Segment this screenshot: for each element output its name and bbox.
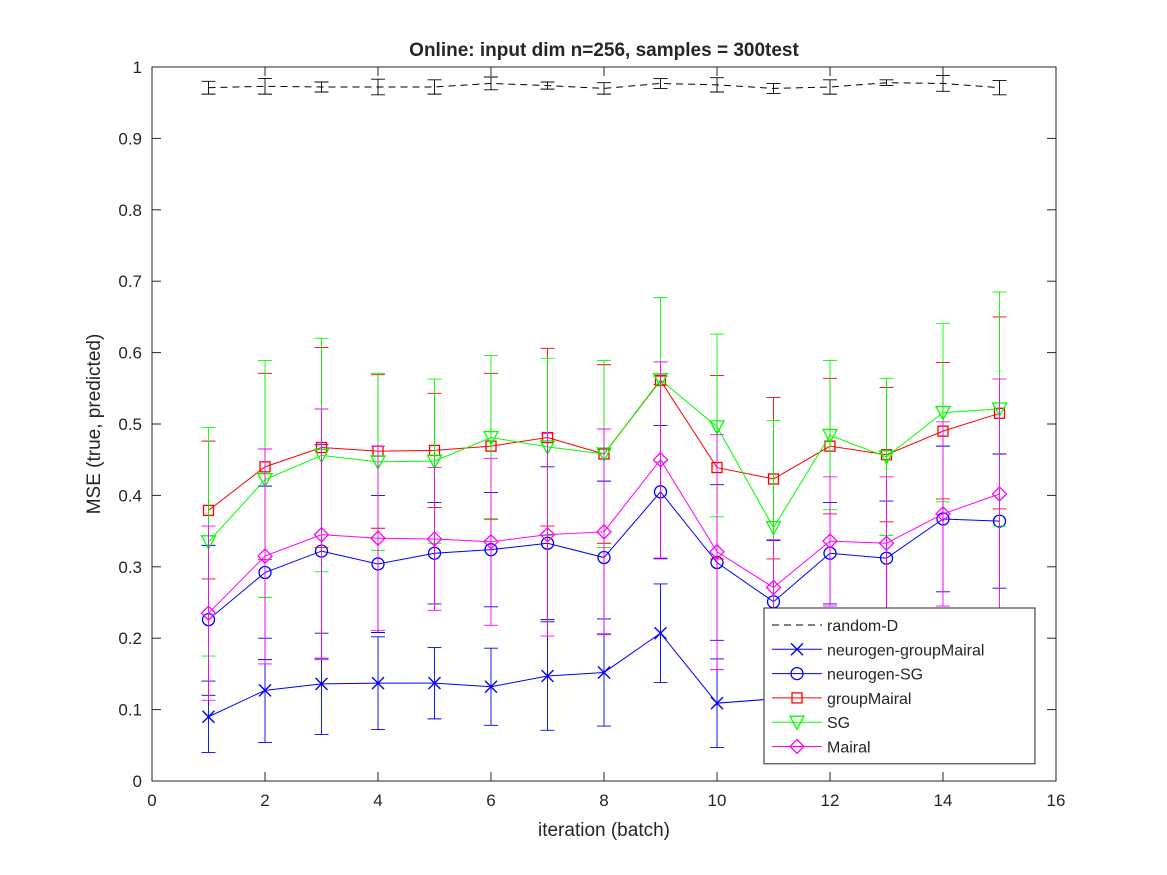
x-tick-label: 10: [708, 791, 727, 810]
legend-swatch-marker: [790, 642, 804, 656]
legend-swatch-marker: [788, 715, 806, 731]
data-point: [541, 669, 554, 683]
legend-label: groupMairal: [827, 691, 911, 708]
y-tick-label: 0.7: [118, 272, 142, 291]
data-point: [765, 520, 782, 536]
series-line: [208, 458, 1000, 614]
error-bar: [597, 82, 611, 95]
error-bar: [427, 79, 442, 95]
legend-label: SG: [827, 715, 850, 732]
data-point: [596, 523, 612, 540]
data-point: [935, 506, 951, 522]
y-tick-label: 0.4: [118, 486, 142, 505]
legend-swatch-marker: [791, 692, 803, 704]
plot-area-border: [151, 66, 1057, 782]
data-point: [878, 535, 895, 552]
data-point: [822, 533, 838, 550]
x-tick-label: 0: [147, 791, 156, 810]
error-bar: [992, 80, 1007, 96]
chart-title: Online: input dim n=256, samples = 300te…: [409, 40, 799, 61]
legend-item: Mairal: [772, 738, 871, 757]
data-point: [765, 579, 782, 596]
x-tick-label: 16: [1047, 791, 1066, 810]
data-point: [258, 683, 272, 697]
data-point: [709, 543, 725, 560]
legend-item: neurogen-SG: [772, 667, 923, 684]
data-point: [483, 533, 499, 550]
data-point: [934, 405, 952, 421]
legend-swatch-marker: [789, 738, 805, 755]
error-bar: [653, 77, 668, 89]
data-point: [371, 676, 385, 690]
data-point: [652, 451, 669, 468]
data-point: [539, 526, 556, 543]
y-tick-label: 0.5: [118, 415, 142, 434]
data-point: [821, 428, 839, 444]
legend-label: neurogen-SG: [827, 667, 923, 684]
data-point: [878, 450, 895, 466]
data-point: [315, 677, 328, 691]
x-tick-label: 2: [260, 791, 269, 810]
x-tick-label: 14: [934, 791, 953, 810]
y-tick-label: 0.9: [118, 129, 142, 148]
y-tick-label: 0.6: [118, 344, 142, 363]
data-point: [370, 530, 386, 547]
legend: random-D neurogen-groupMairal neurogen-SG g…: [763, 607, 1036, 765]
legend-label: random-D: [827, 618, 898, 635]
y-tick-label: 0.1: [118, 701, 142, 720]
error-bar: [258, 77, 272, 95]
data-point: [313, 526, 330, 543]
y-tick-label: 0.3: [118, 558, 142, 577]
data-point: [426, 531, 443, 547]
data-point: [257, 548, 273, 565]
data-point: [597, 665, 611, 679]
y-tick-label: 1: [133, 58, 142, 77]
x-tick-label: 12: [821, 791, 840, 810]
x-tick-label: 4: [373, 791, 382, 810]
y-tick-label: 0.8: [118, 201, 142, 220]
y-axis-label: MSE (true, predicted): [84, 334, 105, 515]
series-mairal: [200, 361, 1008, 701]
data-point: [991, 486, 1008, 502]
data-point: [428, 676, 441, 690]
data-point: [710, 696, 724, 710]
series-random-d: [201, 75, 1007, 96]
data-point: [708, 420, 726, 436]
legend-item: groupMairal: [772, 691, 911, 708]
x-tick-label: 6: [486, 791, 495, 810]
legend-item: SG: [772, 715, 850, 732]
x-axis-label: iteration (batch): [538, 820, 670, 841]
legend-label: Mairal: [827, 740, 871, 757]
data-point: [202, 710, 215, 724]
data-point: [654, 626, 667, 640]
legend-box: [763, 607, 1036, 765]
data-point: [482, 430, 500, 446]
data-point: [426, 454, 443, 470]
y-tick-label: 0: [133, 772, 142, 791]
error-bar: [823, 79, 837, 95]
legend-item: random-D: [772, 618, 898, 635]
legend-swatch-marker: [790, 666, 804, 681]
legend-label: neurogen-groupMairal: [827, 642, 984, 659]
data-point: [484, 680, 498, 694]
y-tick-label: 0.2: [118, 629, 142, 648]
data-point: [200, 605, 217, 622]
x-tick-label: 8: [599, 791, 608, 810]
legend-item: neurogen-groupMairal: [772, 642, 984, 659]
